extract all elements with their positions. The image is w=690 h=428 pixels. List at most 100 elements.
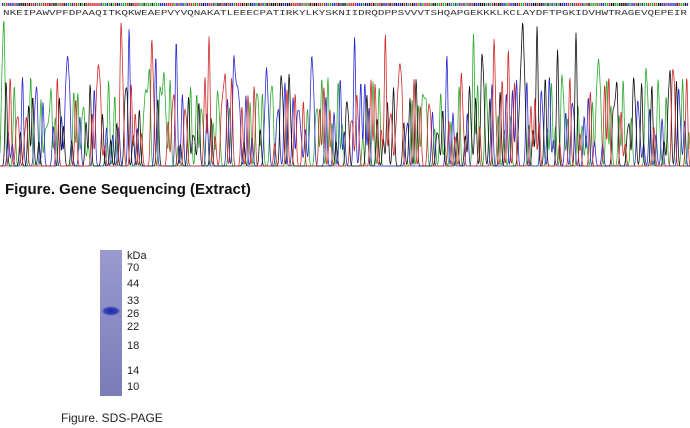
base-tick: [4, 3, 6, 6]
base-tick: [137, 3, 139, 6]
base-tick: [125, 3, 127, 6]
base-tick: [26, 3, 28, 6]
trace: [0, 23, 690, 167]
base-tick: [381, 3, 383, 6]
base-tick: [28, 3, 31, 6]
base-tick: [645, 3, 648, 6]
base-tick: [655, 3, 658, 6]
base-tick: [397, 3, 400, 6]
base-tick: [188, 3, 190, 6]
base-tick: [479, 3, 482, 6]
base-tick: [510, 3, 512, 6]
base-tick: [108, 3, 110, 6]
base-tick: [602, 3, 605, 6]
base-tick: [69, 3, 72, 6]
base-tick: [450, 3, 453, 6]
base-tick: [67, 3, 69, 6]
base-tick: [231, 3, 233, 6]
base-tick: [547, 3, 549, 6]
base-tick: [405, 3, 408, 6]
base-tick: [323, 3, 326, 6]
base-tick: [114, 3, 117, 6]
base-tick: [24, 3, 26, 6]
base-tick: [264, 3, 266, 6]
base-tick: [174, 3, 176, 6]
base-tick: [475, 3, 477, 6]
base-tick: [192, 3, 195, 6]
base-tick: [578, 3, 580, 6]
base-tick: [53, 3, 55, 6]
chromatogram: NKEIPAWVPFDPAAQITKQKWEAEPVYVQNAKATLEEECP…: [0, 3, 690, 167]
base-tick: [383, 3, 385, 6]
base-tick: [254, 3, 256, 6]
base-tick: [284, 3, 287, 6]
base-tick: [594, 3, 596, 6]
base-tick: [202, 3, 205, 6]
base-tick: [86, 3, 88, 6]
base-tick: [625, 3, 627, 6]
base-tick: [219, 3, 221, 6]
base-tick: [549, 3, 551, 6]
base-tick: [233, 3, 236, 6]
base-tick: [239, 3, 242, 6]
base-tick: [129, 3, 131, 6]
base-tick: [553, 3, 555, 6]
marker-label: 14: [127, 365, 139, 377]
base-tick: [252, 3, 254, 6]
base-tick: [176, 3, 178, 6]
base-tick: [588, 3, 590, 6]
base-tick: [149, 3, 151, 6]
caption: Figure. SDS-PAGE: [61, 411, 163, 425]
base-tick: [590, 3, 592, 6]
base-tick: [387, 3, 389, 6]
base-tick: [45, 3, 47, 6]
base-tick: [371, 3, 373, 6]
base-tick: [426, 3, 428, 6]
base-tick: [276, 3, 279, 6]
base-tick: [127, 3, 129, 6]
base-tick: [467, 3, 469, 6]
base-tick: [213, 3, 215, 6]
base-tick: [30, 3, 33, 6]
base-tick: [440, 3, 443, 6]
protein-sequence: NKEIPAWVPFDPAAQITKQKWEAEPVYVQNAKATLEEECP…: [3, 10, 688, 18]
base-tick: [336, 3, 338, 6]
base-tick: [651, 3, 654, 6]
base-tick: [526, 3, 529, 6]
base-tick: [270, 3, 272, 6]
protein-band: [101, 306, 121, 316]
base-tick: [524, 3, 527, 6]
base-tick: [309, 3, 311, 6]
base-tick: [77, 3, 80, 6]
base-tick: [680, 3, 682, 6]
base-tick: [211, 3, 213, 6]
base-tick: [88, 3, 90, 6]
base-tick: [664, 3, 666, 6]
base-tick: [274, 3, 277, 6]
base-tick: [514, 3, 516, 6]
base-tick: [375, 3, 377, 6]
base-tick: [161, 3, 164, 6]
base-tick: [151, 3, 154, 6]
base-tick: [299, 3, 301, 6]
base-tick: [586, 3, 588, 6]
base-tick: [658, 3, 660, 6]
base-tick: [448, 3, 451, 6]
base-tick: [145, 3, 147, 6]
base-tick: [84, 3, 86, 6]
base-tick: [674, 3, 676, 6]
base-tick: [297, 3, 299, 6]
base-tick: [315, 3, 318, 6]
base-tick: [166, 3, 168, 6]
base-tick: [141, 3, 143, 6]
base-tick: [319, 3, 322, 6]
base-tick: [116, 3, 119, 6]
base-tick: [75, 3, 78, 6]
base-tick: [258, 3, 260, 6]
base-tick: [438, 3, 441, 6]
base-tick: [350, 3, 352, 6]
base-tick: [120, 3, 123, 6]
base-tick: [313, 3, 315, 6]
base-tick: [172, 3, 174, 6]
